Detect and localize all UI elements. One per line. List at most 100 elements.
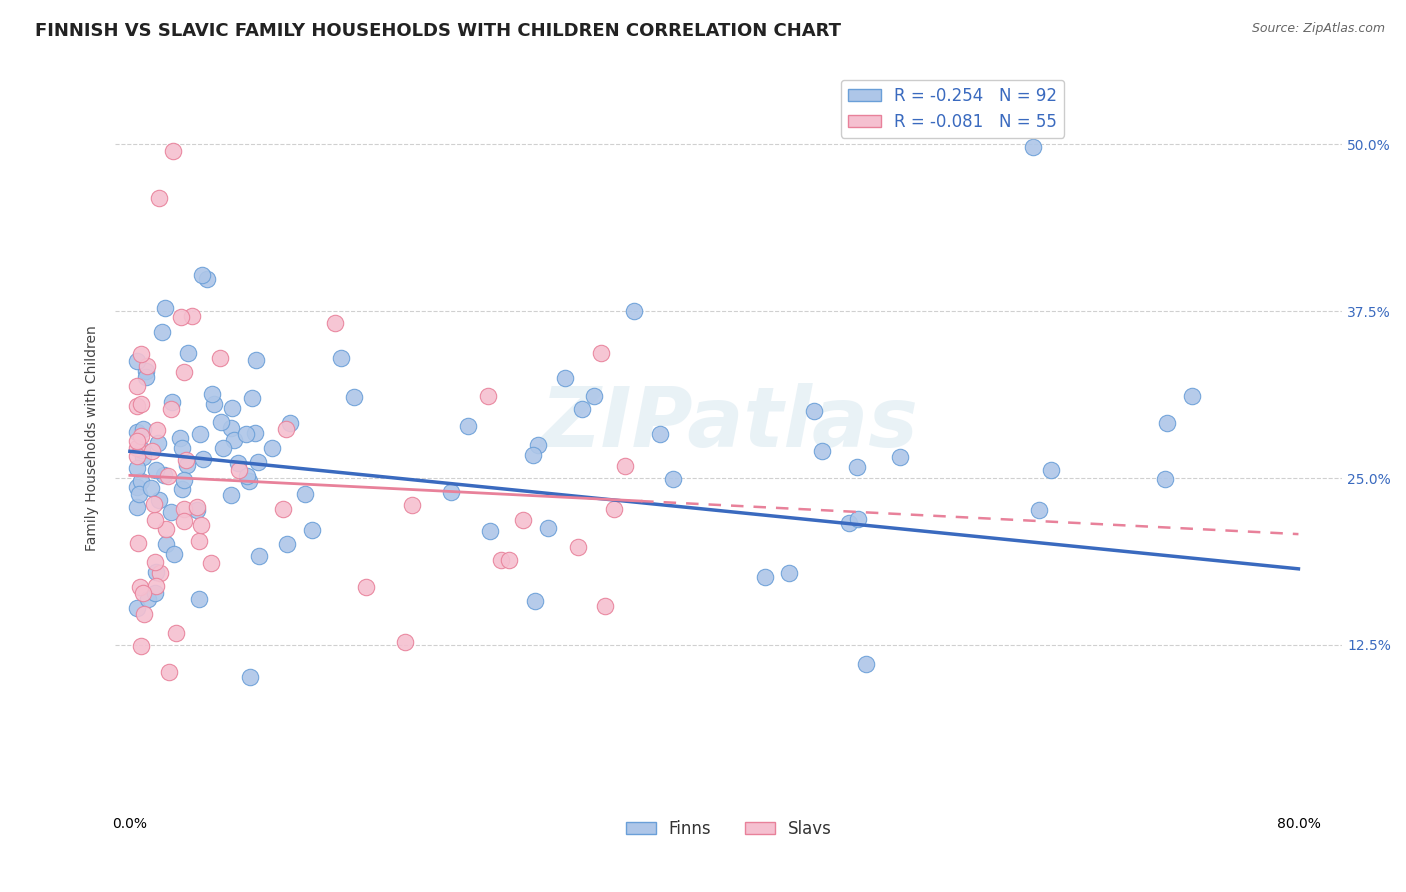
Point [526,438,548,452]
Point [127,441,149,455]
Point [211,415,233,429]
Point [131,429,153,443]
Point [127,434,149,449]
Point [135,364,157,378]
Point [260,441,283,455]
Point [186,502,208,516]
Point [127,354,149,368]
Text: Source: ZipAtlas.com: Source: ZipAtlas.com [1251,22,1385,36]
Point [172,441,194,455]
Point [329,351,352,365]
Point [191,268,214,282]
Point [1181,389,1204,403]
Point [662,472,685,486]
Point [1039,463,1062,477]
Point [180,309,202,323]
Point [274,422,297,436]
Point [228,462,250,476]
Legend: Finns, Slavs: Finns, Slavs [619,814,839,845]
Y-axis label: Family Households with Children: Family Households with Children [86,325,100,551]
Point [135,370,157,384]
Point [145,565,167,579]
Point [226,456,249,470]
Point [173,473,195,487]
Point [201,387,224,401]
Point [193,452,215,467]
Point [889,450,911,464]
Point [131,442,153,457]
Point [1021,140,1043,154]
Point [477,388,499,402]
Point [238,475,260,489]
Point [165,625,187,640]
Point [145,463,167,477]
Point [243,426,266,441]
Point [139,481,162,495]
Point [176,458,198,473]
Point [498,553,520,567]
Point [132,586,155,600]
Point [157,665,180,679]
Point [523,594,546,608]
Point [160,505,183,519]
Point [173,501,195,516]
Point [614,459,637,474]
Point [143,555,166,569]
Point [202,397,225,411]
Point [172,482,194,496]
Point [240,391,263,405]
Point [163,547,186,561]
Point [239,670,262,684]
Point [129,475,152,489]
Point [127,500,149,515]
Point [134,607,156,622]
Point [188,592,211,607]
Point [132,450,155,464]
Point [129,639,152,653]
Point [754,570,776,584]
Point [149,566,172,581]
Point [127,450,149,464]
Point [131,346,153,360]
Point [537,521,560,535]
Point [209,351,232,365]
Point [457,419,479,434]
Point [235,426,257,441]
Point [247,549,270,563]
Point [401,498,423,512]
Point [128,487,150,501]
Point [136,359,159,373]
Point [246,455,269,469]
Point [440,484,463,499]
Point [811,444,834,458]
Point [146,435,169,450]
Point [142,497,165,511]
Point [554,371,576,385]
Point [174,453,197,467]
Point [276,536,298,550]
Point [173,365,195,379]
Point [219,421,242,435]
Point [479,524,502,538]
Point [212,442,235,456]
Point [803,404,825,418]
Point [489,553,512,567]
Point [138,591,160,606]
Point [148,493,170,508]
Point [394,635,416,649]
Point [778,566,800,580]
Point [157,469,180,483]
Point [603,501,626,516]
Point [162,144,184,158]
Point [195,272,218,286]
Point [846,459,869,474]
Point [188,533,211,548]
Point [190,518,212,533]
Point [148,191,170,205]
Point [141,443,163,458]
Point [153,468,176,483]
Point [145,578,167,592]
Point [219,488,242,502]
Point [224,433,246,447]
Point [221,401,243,416]
